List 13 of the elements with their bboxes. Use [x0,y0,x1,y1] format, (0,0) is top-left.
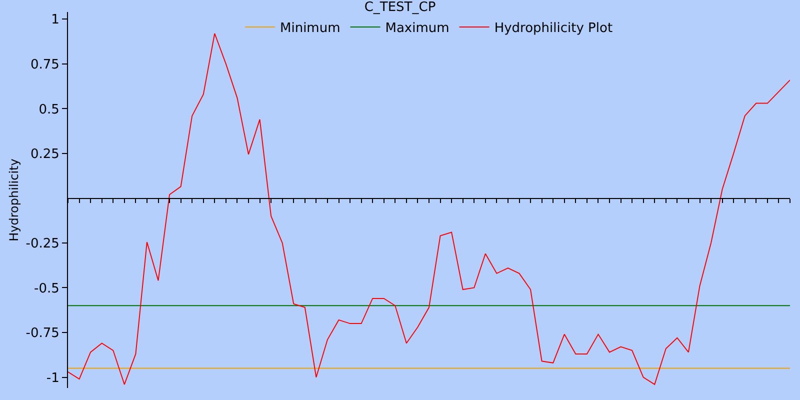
y-tick-label: 0.75 [30,57,60,72]
chart-title: C_TEST_CP [364,0,436,16]
y-tick-label: -0.25 [26,236,60,252]
y-tick-label: -0.75 [26,326,60,342]
y-tick-label: 1 [51,12,60,28]
y-tick-label: -1 [46,370,60,386]
y-tick-label: 0.25 [30,147,60,162]
y-axis-title: Hydrophilicity [7,158,22,242]
legend-label: Minimum [280,21,340,36]
y-tick-label: -0.5 [34,281,60,296]
legend-label: Hydrophilicity Plot [494,21,613,36]
y-tick-label: 0.5 [38,102,60,118]
legend-label: Maximum [385,21,450,36]
